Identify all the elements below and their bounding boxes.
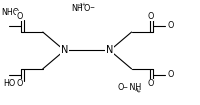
Text: N: N <box>61 45 68 55</box>
Text: O: O <box>16 79 23 88</box>
Text: HO: HO <box>3 79 16 88</box>
Text: 4: 4 <box>79 3 82 9</box>
Text: +: + <box>81 2 85 7</box>
Text: NH: NH <box>127 83 141 92</box>
Text: O: O <box>147 79 153 88</box>
Text: O: O <box>167 21 173 30</box>
Text: O: O <box>167 70 173 79</box>
Text: O: O <box>147 12 153 21</box>
Text: N: N <box>106 45 114 55</box>
Text: −: − <box>89 4 94 9</box>
Text: NHO: NHO <box>1 8 20 17</box>
Text: O: O <box>83 4 90 12</box>
Text: O: O <box>16 12 23 21</box>
Text: −: − <box>123 84 128 89</box>
Text: O: O <box>118 83 124 92</box>
Text: NH: NH <box>71 4 83 12</box>
Text: –: – <box>13 7 17 13</box>
Text: +: + <box>137 89 141 94</box>
Text: 4: 4 <box>135 88 138 93</box>
